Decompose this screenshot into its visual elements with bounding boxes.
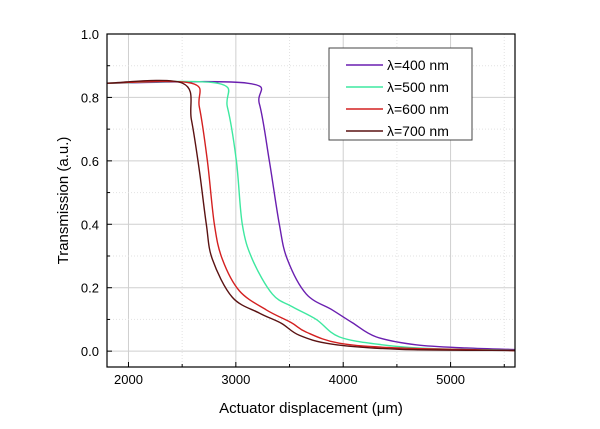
plot-frame bbox=[106, 33, 516, 368]
y-tick-label: 1.0 bbox=[81, 27, 99, 42]
x-tick-label: 3000 bbox=[221, 372, 250, 387]
x-tick-label: 2000 bbox=[114, 372, 143, 387]
legend-label: λ=700 nm bbox=[387, 123, 449, 139]
series-line-1 bbox=[106, 80, 516, 351]
legend-box bbox=[328, 47, 473, 141]
legend: λ=400 nm λ=500 nm λ=600 nm λ=700 nm bbox=[328, 47, 473, 141]
series-line-2 bbox=[106, 80, 516, 352]
series-line-3 bbox=[106, 79, 516, 352]
series-lines bbox=[106, 79, 516, 352]
legend-label: λ=500 nm bbox=[387, 79, 449, 95]
series-line-0 bbox=[106, 80, 516, 351]
y-tick-label: 0.0 bbox=[81, 344, 99, 359]
ticks: 2000 3000 4000 5000 0.0 0.2 0.4 0.6 0.8 1.0 bbox=[81, 27, 505, 387]
y-axis-label: Transmission (a.u.) bbox=[55, 137, 72, 265]
y-tick-label: 0.4 bbox=[81, 217, 99, 232]
x-tick-label: 4000 bbox=[329, 372, 358, 387]
y-tick-label: 0.8 bbox=[81, 90, 99, 105]
legend-label: λ=600 nm bbox=[387, 101, 449, 117]
y-tick-label: 0.2 bbox=[81, 281, 99, 296]
x-tick-label: 5000 bbox=[436, 372, 465, 387]
y-tick-label: 0.6 bbox=[81, 154, 99, 169]
x-axis-label: Actuator displacement (μm) bbox=[219, 400, 403, 417]
legend-label: λ=400 nm bbox=[387, 57, 449, 73]
